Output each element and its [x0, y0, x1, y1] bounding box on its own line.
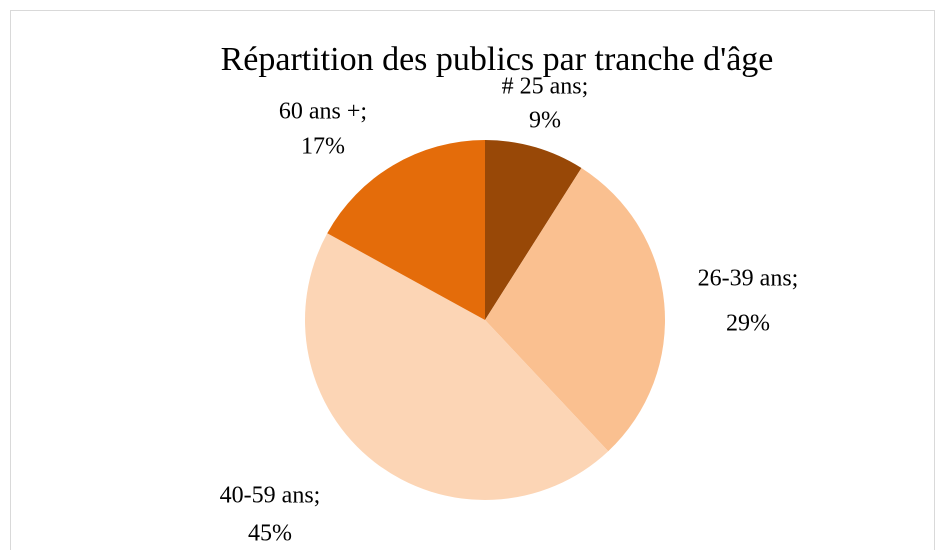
slice-label: # 25 ans; [502, 74, 589, 100]
pie-slice [485, 140, 582, 320]
slice-label: 26-39 ans; [698, 266, 799, 292]
pie-slice [485, 168, 666, 452]
slice-value: 17% [301, 134, 345, 160]
pie-slice [304, 233, 609, 501]
slice-label: 60 ans +; [279, 99, 367, 125]
slice-label: 40-59 ans; [220, 483, 321, 509]
slice-value: 9% [529, 108, 561, 134]
chart-title: Répartition des publics par tranche d'âg… [221, 41, 774, 78]
slice-value: 45% [248, 521, 292, 547]
slice-value: 29% [726, 311, 770, 337]
pie-slice [327, 140, 485, 320]
